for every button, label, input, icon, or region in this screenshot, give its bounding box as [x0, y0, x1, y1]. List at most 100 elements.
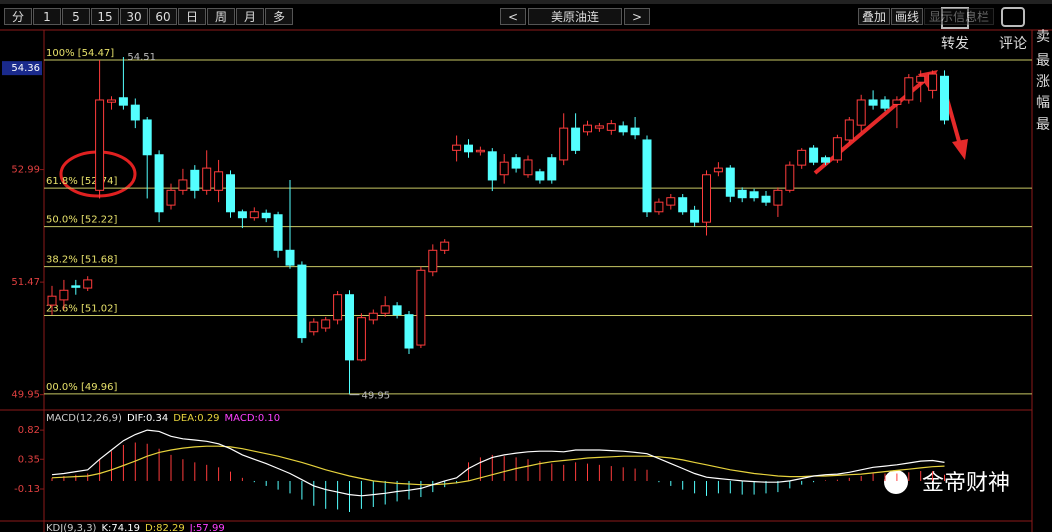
candle-body: [416, 269, 426, 346]
tool-button[interactable]: 画线: [891, 8, 923, 25]
candle-body: [571, 127, 581, 151]
candle-body: [606, 123, 616, 131]
period-button[interactable]: 30: [120, 8, 148, 25]
wechat-icon: [884, 470, 908, 494]
candle-body: [916, 75, 926, 83]
candle-body: [785, 164, 795, 191]
kdj-label: KDJ(9,3,3): [46, 523, 97, 532]
y-tick-label: 0.82: [18, 425, 40, 436]
candle-body: [226, 174, 235, 213]
period-button[interactable]: 月: [236, 8, 264, 25]
candle-body: [237, 211, 247, 219]
period-button[interactable]: 周: [207, 8, 235, 25]
fib-label: 00.0% [49.96]: [46, 382, 117, 393]
candle-body: [499, 161, 509, 176]
kdj-label: K:74.19: [101, 523, 140, 532]
candle-body: [464, 144, 473, 153]
candle-body: [773, 189, 783, 206]
side-label: 卖: [1036, 29, 1050, 45]
candle-body: [404, 314, 414, 349]
side-label: 涨: [1036, 74, 1050, 90]
candle-body: [345, 294, 354, 361]
candle-body: [368, 312, 378, 321]
candle-body: [654, 201, 664, 213]
macd-label: DIF:0.34: [127, 413, 168, 424]
fib-label: 38.2% [51.68]: [46, 255, 117, 266]
candle-body: [928, 73, 938, 91]
candle-body: [154, 154, 164, 213]
candle-body: [535, 171, 545, 181]
candle-body: [380, 305, 390, 314]
candle-body: [856, 99, 866, 126]
candle-body: [47, 295, 57, 306]
candle-body: [749, 191, 759, 199]
candle-body: [487, 151, 497, 181]
candle-body: [166, 189, 176, 206]
action-label[interactable]: 评论: [999, 36, 1027, 52]
tool-button[interactable]: 显示信息栏: [924, 8, 994, 25]
candle-body: [333, 294, 343, 321]
fib-label: 61.8% [52.74]: [46, 176, 117, 187]
watermark: 金帝财神: [922, 471, 1010, 496]
top-strip: [0, 0, 1052, 4]
candle-body: [690, 209, 700, 223]
candle-body: [297, 264, 307, 339]
period-button[interactable]: 15: [91, 8, 119, 25]
comment-icon[interactable]: [1001, 7, 1025, 27]
nav-button[interactable]: >: [624, 8, 650, 25]
period-button[interactable]: 60: [149, 8, 177, 25]
candle-body: [285, 249, 295, 266]
candle-body: [273, 214, 283, 251]
last-price: 54.36: [11, 63, 40, 74]
candle-body: [440, 241, 450, 251]
macd-label: MACD(12,26,9): [46, 413, 122, 424]
symbol-box: 美原油连: [528, 8, 622, 25]
candle-body: [583, 124, 592, 133]
fib-label: 23.6% [51.02]: [46, 303, 117, 314]
candle-body: [309, 321, 319, 333]
tool-button[interactable]: 叠加: [858, 8, 890, 25]
period-button[interactable]: 多: [265, 8, 293, 25]
low-label: 49.95: [362, 391, 391, 402]
action-label[interactable]: 转发: [941, 36, 969, 52]
high-label: 54.51: [127, 52, 156, 63]
fib-label: 50.0% [52.22]: [46, 215, 117, 226]
arrowhead: [952, 139, 968, 160]
candle-body: [142, 119, 152, 156]
macd-label: DEA:0.29: [173, 413, 219, 424]
candle-body: [261, 212, 271, 219]
candle-body: [475, 149, 485, 153]
kdj-label: D:82.29: [145, 523, 185, 532]
candle-body: [821, 157, 830, 163]
candle-body: [725, 167, 735, 197]
y-tick-label: 0.35: [18, 454, 40, 465]
candle-body: [107, 99, 116, 103]
candle-body: [940, 75, 949, 121]
candle-body: [678, 197, 688, 213]
candle-body: [844, 119, 854, 141]
nav-button[interactable]: <: [500, 8, 526, 25]
candle-body: [630, 127, 640, 136]
candle-body: [95, 99, 105, 191]
period-button[interactable]: 1: [33, 8, 61, 25]
candle-body: [202, 167, 212, 191]
candle-body: [130, 104, 140, 121]
side-label: 最: [1036, 117, 1050, 133]
candle-body: [547, 157, 557, 181]
candle-body: [892, 99, 902, 105]
side-label: 幅: [1036, 95, 1050, 111]
share-icon[interactable]: [941, 7, 969, 29]
candle-body: [713, 167, 723, 173]
period-button[interactable]: 日: [178, 8, 206, 25]
candle-body: [809, 147, 819, 163]
candle-body: [452, 144, 462, 151]
period-button[interactable]: 分: [4, 8, 32, 25]
candle-body: [523, 159, 533, 176]
period-button[interactable]: 5: [62, 8, 90, 25]
last-price-box: [2, 61, 42, 76]
candle-body: [880, 99, 890, 109]
candle-body: [118, 97, 128, 106]
candle-body: [642, 139, 652, 213]
